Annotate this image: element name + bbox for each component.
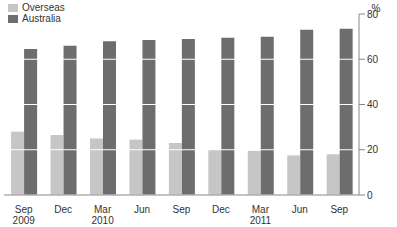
svg-text:0: 0 (367, 190, 373, 201)
svg-text:Dec: Dec (212, 204, 230, 215)
svg-text:%: % (372, 3, 381, 14)
html-text:Australia: Australia (22, 13, 61, 24)
svg-text:Sep: Sep (173, 204, 191, 215)
svg-text:Sep2009: Sep2009 (13, 204, 36, 226)
svg-text:Mar2010: Mar2010 (91, 204, 114, 226)
svg-text:Sep: Sep (330, 204, 348, 215)
svg-text:Jun: Jun (134, 204, 150, 215)
svg-text:40: 40 (367, 99, 379, 110)
svg-text:Jun: Jun (292, 204, 308, 215)
svg-text:60: 60 (367, 54, 379, 65)
svg-text:20: 20 (367, 144, 379, 155)
svg-text:Dec: Dec (54, 204, 72, 215)
html-text:Overseas: Overseas (22, 2, 65, 13)
svg-text:80: 80 (367, 8, 379, 20)
svg-text:Mar2011: Mar2011 (250, 204, 272, 226)
